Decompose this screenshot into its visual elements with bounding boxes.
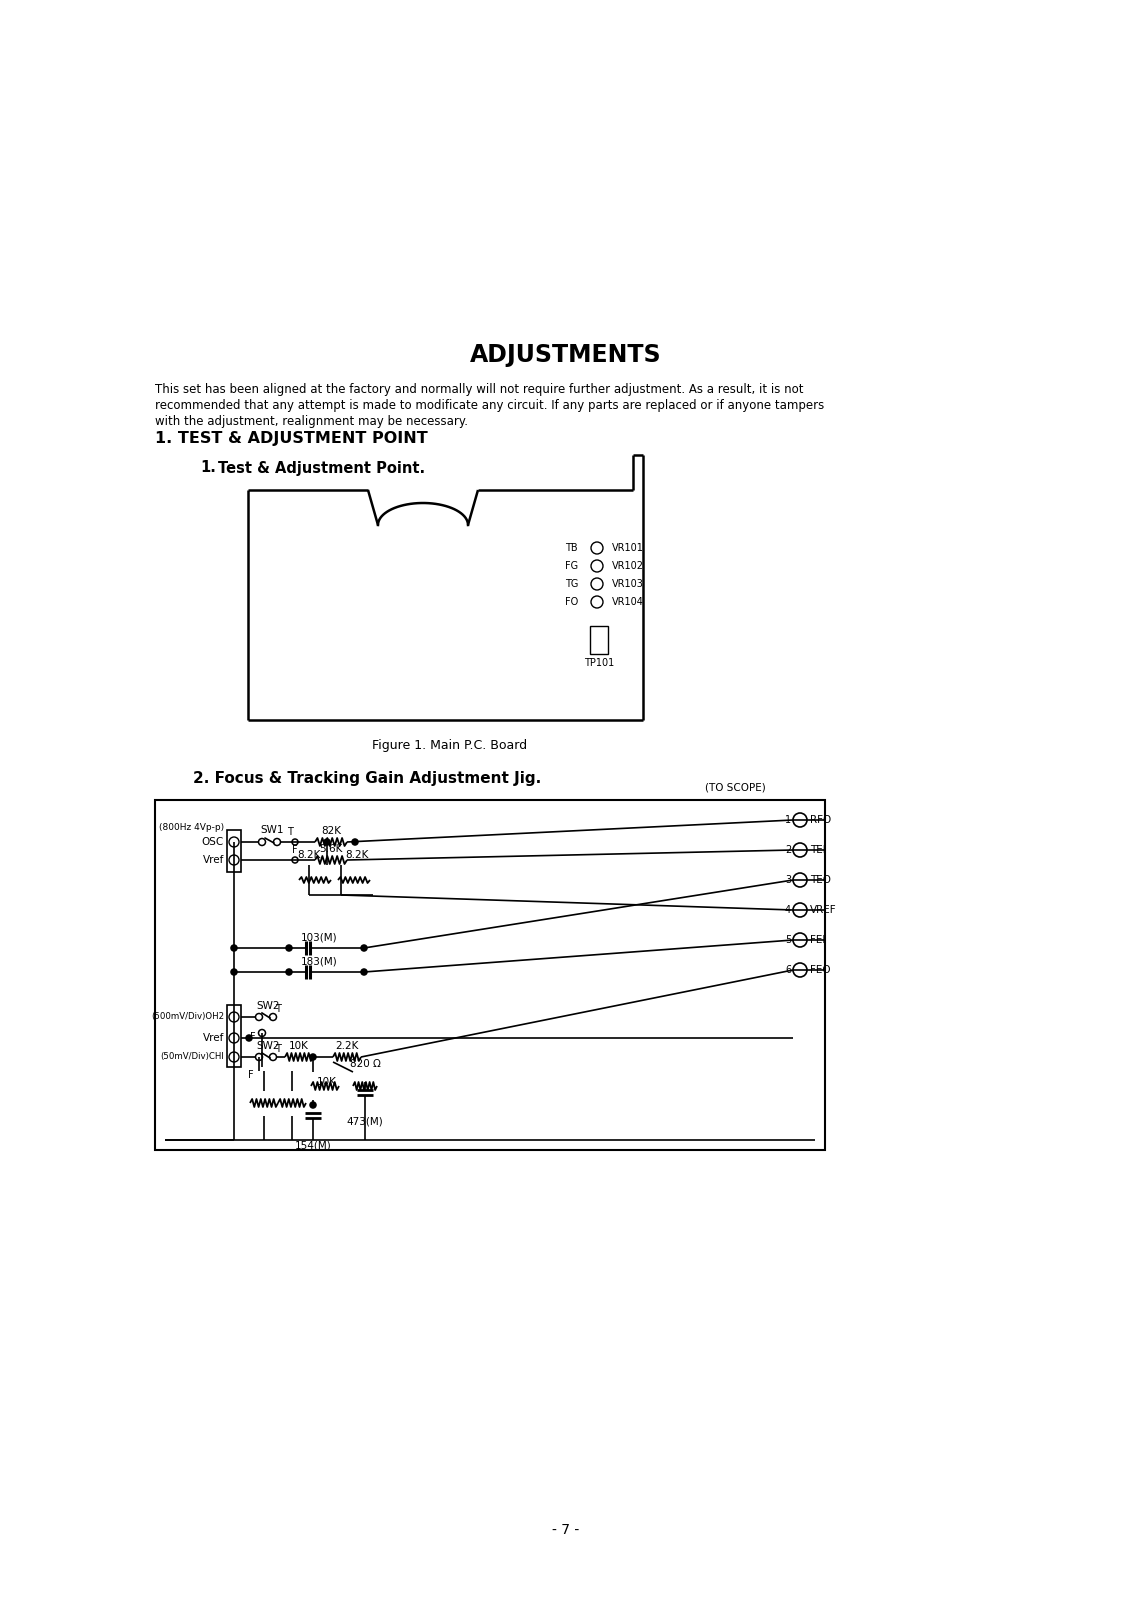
Text: VR101: VR101: [612, 542, 644, 554]
Text: 5: 5: [784, 934, 791, 946]
Text: 183(M): 183(M): [301, 957, 337, 966]
Text: TEI: TEI: [811, 845, 825, 854]
Circle shape: [361, 970, 367, 974]
Text: 10K: 10K: [289, 1042, 309, 1051]
Text: VR103: VR103: [612, 579, 644, 589]
Text: 5.6K: 5.6K: [319, 845, 343, 854]
Text: SW2: SW2: [256, 1042, 280, 1051]
Text: SW1: SW1: [260, 826, 283, 835]
Text: VREF: VREF: [811, 906, 837, 915]
Text: F: F: [292, 845, 298, 854]
Text: VR102: VR102: [612, 562, 644, 571]
Circle shape: [591, 578, 603, 590]
Circle shape: [231, 946, 237, 950]
Text: (500mV/Div)OH2: (500mV/Div)OH2: [151, 1013, 224, 1021]
Text: Vref: Vref: [203, 1034, 224, 1043]
Circle shape: [258, 1029, 266, 1037]
Circle shape: [794, 902, 807, 917]
Text: 2. Focus & Tracking Gain Adjustment Jig.: 2. Focus & Tracking Gain Adjustment Jig.: [192, 771, 541, 786]
Circle shape: [229, 854, 239, 866]
Circle shape: [258, 838, 266, 845]
Circle shape: [256, 1013, 263, 1021]
Text: with the adjustment, realignment may be necessary.: with the adjustment, realignment may be …: [155, 416, 468, 429]
Text: TB: TB: [565, 542, 578, 554]
Text: FEI: FEI: [811, 934, 825, 946]
Circle shape: [310, 1054, 316, 1059]
Circle shape: [256, 1053, 263, 1061]
Text: TG: TG: [565, 579, 578, 589]
Text: 10K: 10K: [317, 1077, 337, 1086]
Text: 8.2K: 8.2K: [345, 850, 369, 861]
Bar: [155, 800, 825, 1150]
Circle shape: [269, 1013, 276, 1021]
Circle shape: [231, 970, 237, 974]
Bar: [228, 1005, 241, 1067]
Text: T: T: [275, 1005, 281, 1014]
Text: (800Hz 4Vp-p): (800Hz 4Vp-p): [158, 824, 224, 832]
Circle shape: [246, 1035, 252, 1042]
Text: TEO: TEO: [811, 875, 831, 885]
Circle shape: [324, 838, 331, 845]
Circle shape: [274, 838, 281, 845]
Text: 6: 6: [784, 965, 791, 974]
Bar: [228, 830, 241, 872]
Text: recommended that any attempt is made to modificate any circuit. If any parts are: recommended that any attempt is made to …: [155, 400, 824, 413]
Circle shape: [361, 946, 367, 950]
Text: FO: FO: [565, 597, 578, 606]
Circle shape: [591, 560, 603, 573]
Text: OSC: OSC: [201, 837, 224, 846]
Text: 473(M): 473(M): [346, 1117, 384, 1126]
Circle shape: [292, 838, 298, 845]
Text: 1.: 1.: [200, 461, 216, 475]
Circle shape: [794, 933, 807, 947]
Text: (TO SCOPE): (TO SCOPE): [704, 782, 765, 794]
Text: 103(M): 103(M): [301, 933, 337, 942]
Circle shape: [286, 970, 292, 974]
Circle shape: [591, 595, 603, 608]
Text: 4: 4: [784, 906, 791, 915]
Circle shape: [794, 843, 807, 858]
Text: Figure 1. Main P.C. Board: Figure 1. Main P.C. Board: [372, 739, 528, 752]
Text: F: F: [250, 1032, 256, 1042]
Circle shape: [229, 1013, 239, 1022]
Text: Vref: Vref: [203, 854, 224, 866]
Text: SW2: SW2: [256, 1002, 280, 1011]
Text: 2.2K: 2.2K: [335, 1042, 359, 1051]
Text: RFO: RFO: [811, 814, 831, 826]
Text: 820 Ω: 820 Ω: [350, 1059, 380, 1069]
Text: TP101: TP101: [584, 658, 615, 669]
Circle shape: [794, 963, 807, 978]
Circle shape: [292, 858, 298, 862]
Text: 1: 1: [784, 814, 791, 826]
Circle shape: [794, 874, 807, 886]
Text: This set has been aligned at the factory and normally will not require further a: This set has been aligned at the factory…: [155, 384, 804, 397]
Circle shape: [229, 837, 239, 846]
Text: FG: FG: [565, 562, 578, 571]
Circle shape: [229, 1034, 239, 1043]
Text: Test & Adjustment Point.: Test & Adjustment Point.: [218, 461, 426, 475]
Text: F: F: [248, 1070, 254, 1080]
Text: VR104: VR104: [612, 597, 644, 606]
Text: (50mV/Div)CHl: (50mV/Div)CHl: [161, 1053, 224, 1061]
Circle shape: [352, 838, 358, 845]
Text: T: T: [288, 827, 293, 837]
Text: T: T: [275, 1043, 281, 1054]
Text: 82K: 82K: [321, 826, 341, 835]
Circle shape: [794, 813, 807, 827]
Bar: [590, 626, 608, 654]
Text: 3: 3: [784, 875, 791, 885]
Circle shape: [286, 946, 292, 950]
Circle shape: [591, 542, 603, 554]
Circle shape: [269, 1053, 276, 1061]
Circle shape: [310, 1102, 316, 1107]
Text: ADJUSTMENTS: ADJUSTMENTS: [470, 342, 662, 366]
Text: - 7 -: - 7 -: [552, 1523, 580, 1538]
Text: FEO: FEO: [811, 965, 831, 974]
Circle shape: [229, 1053, 239, 1062]
Text: 1. TEST & ADJUSTMENT POINT: 1. TEST & ADJUSTMENT POINT: [155, 430, 428, 445]
Text: 8.2K: 8.2K: [298, 850, 320, 861]
Text: 2: 2: [784, 845, 791, 854]
Text: 154(M): 154(M): [294, 1139, 332, 1150]
